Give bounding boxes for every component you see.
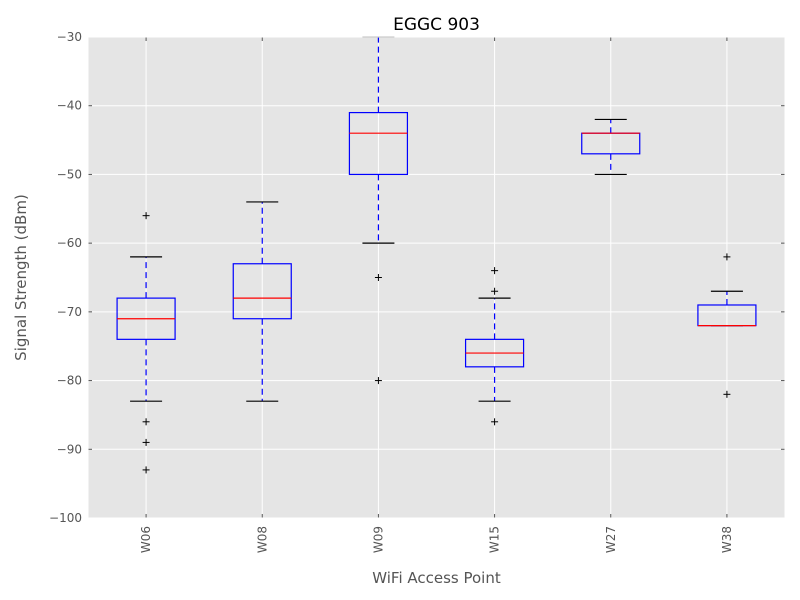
iqr-box xyxy=(232,263,292,320)
box-w38 xyxy=(697,253,757,398)
y-tick-label: −50 xyxy=(57,167,82,181)
outlier-marker xyxy=(491,418,499,426)
grid-lines xyxy=(88,36,785,519)
y-tick-label: −100 xyxy=(49,511,82,525)
box-w15 xyxy=(464,267,525,426)
chart-title: EGGC 903 xyxy=(393,15,480,35)
outlier-marker xyxy=(374,274,382,281)
iqr-box xyxy=(348,111,409,176)
outlier-marker xyxy=(491,267,499,275)
outlier-marker xyxy=(723,253,731,261)
box-w06 xyxy=(116,212,176,474)
x-tick-label: W27 xyxy=(604,526,618,553)
y-tick-label: −40 xyxy=(57,99,82,113)
x-tick-label: W06 xyxy=(139,526,153,553)
x-tick-label: W15 xyxy=(488,526,502,553)
x-tick-label: W08 xyxy=(255,526,269,553)
outlier-marker xyxy=(142,212,150,220)
outlier-marker xyxy=(142,418,150,426)
box-w08 xyxy=(232,201,292,402)
y-tick-label: −30 xyxy=(57,30,82,44)
axis-ticks: −100 −90 −80 −70 −60 −50 −40 −30 W06 W08 W09 W15 W27… xyxy=(49,30,785,553)
y-tick-label: −90 xyxy=(57,442,82,456)
x-tick-label: W09 xyxy=(371,526,385,553)
y-tick-label: −80 xyxy=(57,374,82,388)
x-axis-title: WiFi Access Point xyxy=(372,569,501,587)
plot-frame xyxy=(87,36,786,519)
outlier-marker xyxy=(374,377,382,385)
plot-area xyxy=(88,37,785,518)
outlier-marker xyxy=(723,390,731,398)
y-tick-label: −70 xyxy=(57,305,82,319)
outlier-marker xyxy=(142,466,150,474)
outlier-marker xyxy=(491,287,499,295)
y-axis-title: Signal Strength (dBm) xyxy=(12,194,30,361)
x-tick-label: W38 xyxy=(720,526,734,553)
box-w27 xyxy=(581,118,641,176)
y-tick-label: −60 xyxy=(57,236,82,250)
outlier-marker xyxy=(142,438,150,446)
